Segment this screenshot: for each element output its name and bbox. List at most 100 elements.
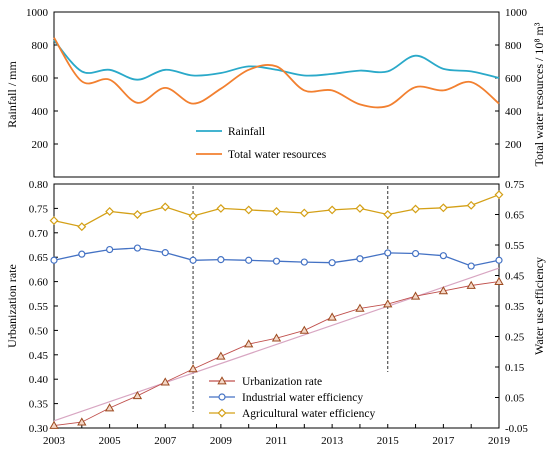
urbanization-rate-marker: [299, 325, 309, 334]
industrial-water-efficiency-marker: [300, 258, 308, 266]
agricultural-water-efficiency-marker: [132, 210, 142, 219]
industrial-water-efficiency-marker: [467, 262, 475, 270]
industrial-water-efficiency-marker: [161, 249, 169, 257]
agricultural-water-efficiency-marker: [188, 211, 198, 221]
bottom-left-tick-label: 0.70: [29, 228, 49, 240]
bottom-left-tick-label: 0.45: [29, 350, 49, 362]
bottom-right-tick-label: 0.15: [505, 362, 525, 374]
bottom-left-tick-label: 0.30: [29, 423, 49, 435]
top-left-tick-label: 600: [32, 73, 49, 85]
bottom-right-tick-label: 0.75: [505, 179, 525, 191]
x-tick-label: 2003: [43, 435, 66, 447]
legend-marker-shape: [217, 376, 227, 385]
top-right-axis-title: Total water resources / 10⁸ m³: [532, 22, 546, 166]
bottom-right-tick-label: -0.05: [505, 423, 528, 435]
bottom-left-tick-label: 0.65: [29, 252, 49, 264]
legend-rainfall-label: Rainfall: [228, 126, 265, 138]
agricultural-water-efficiency-marker: [299, 208, 309, 218]
urbanization-rate-marker: [77, 417, 87, 426]
bottom-legend: Urbanization rate Industrial water effic…: [205, 372, 393, 422]
industrial-water-efficiency-marker: [328, 259, 336, 267]
top-right-tick-label: 800: [505, 40, 522, 52]
agricultural-water-efficiency-marker: [272, 207, 281, 216]
top-left-tick-label: 200: [32, 139, 49, 151]
bottom-left-tick-label: 0.50: [29, 325, 49, 337]
top-left-tick-label: 800: [32, 40, 49, 52]
urbanization-rate-marker: [355, 303, 365, 312]
vertical-reference-lines: [192, 186, 389, 412]
legend-marker-shape: [218, 393, 226, 401]
industrial-water-efficiency-marker: [106, 245, 114, 254]
agricultural-water-efficiency-marker: [466, 200, 476, 210]
top-panel-series: [53, 37, 500, 109]
bottom-right-tick-label: 0.35: [505, 301, 525, 313]
bottom-panel-ticks: 0.30 0.35 0.40 0.45 0.50 0.55 0.60 0.65 0.70 0.75…: [29, 179, 529, 447]
bottom-right-tick-label: 0.65: [505, 210, 525, 222]
urbanization-rate-marker: [188, 364, 198, 373]
agricultural-water-efficiency-marker: [49, 216, 59, 226]
industrial-water-efficiency-marker: [384, 249, 392, 257]
industrial-water-efficiency-marker: [50, 256, 58, 264]
agricultural-water-efficiency-marker: [383, 210, 393, 219]
x-tick-label: 2005: [99, 435, 122, 447]
top-panel-ticks: 200 400 600 800 1000 200 400 600 800 1000: [26, 7, 528, 151]
bottom-right-axis-title: Water use efficiency: [532, 257, 546, 355]
agricultural-water-efficiency-marker: [494, 190, 504, 200]
bottom-left-tick-label: 0.55: [29, 301, 49, 313]
urbanization-rate-marker: [160, 377, 170, 386]
bottom-right-tick-label: 0.25: [505, 332, 525, 344]
top-right-tick-label: 400: [505, 106, 522, 118]
urbanization-rate-marker: [49, 420, 59, 429]
top-left-tick-label: 400: [32, 106, 49, 118]
industrial-water-efficiency-marker: [217, 256, 225, 264]
industrial-water-efficiency-marker: [133, 244, 142, 252]
industrial-water-efficiency-marker: [78, 250, 86, 258]
bottom-right-tick-label: 0.45: [505, 271, 525, 283]
x-tick-label: 2009: [210, 435, 233, 447]
agricultural-water-efficiency-marker: [327, 205, 337, 215]
legend-marker-shape: [217, 408, 227, 418]
top-left-axis-title: Rainfall / mm: [5, 61, 19, 128]
agricultural-water-efficiency-marker: [160, 202, 170, 212]
bottom-right-tick-label: 0.05: [505, 393, 525, 405]
urbanization-rate-marker: [438, 286, 449, 295]
bottom-left-tick-label: 0.40: [29, 374, 49, 386]
agricultural-water-efficiency-marker: [105, 207, 115, 216]
bottom-left-axis-title: Urbanization rate: [5, 264, 19, 348]
bottom-legend-background: [205, 372, 393, 422]
industrial-water-efficiency-marker: [272, 257, 281, 265]
bottom-left-tick-label: 0.80: [29, 179, 49, 191]
agricultural-water-efficiency-marker: [77, 222, 87, 232]
urbanization-rate-marker: [466, 280, 476, 289]
legend-agricultural-marker: [217, 408, 227, 418]
top-panel-frame: [53, 11, 500, 178]
urbanization-rate-marker: [132, 390, 143, 400]
industrial-water-efficiency-marker: [189, 256, 197, 264]
industrial-water-efficiency-marker: [495, 256, 503, 264]
industrial-water-efficiency-marker: [245, 256, 253, 264]
legend-industrial-marker: [218, 393, 226, 401]
x-tick-label: 2013: [321, 435, 344, 447]
agricultural-water-efficiency-marker: [438, 203, 448, 213]
agricultural-water-efficiency-marker: [244, 205, 254, 215]
x-tick-label: 2011: [266, 435, 288, 447]
top-right-tick-label: 600: [505, 73, 522, 85]
x-tick-label: 2007: [154, 435, 177, 447]
bottom-left-tick-label: 0.35: [29, 399, 49, 411]
top-right-tick-label: 200: [505, 139, 522, 151]
industrial-water-efficiency-marker: [356, 255, 364, 263]
bottom-left-tick-label: 0.60: [29, 277, 49, 289]
urbanization-rate-marker: [410, 291, 421, 300]
agricultural-water-efficiency-marker: [216, 203, 226, 213]
urbanization-rate-marker: [494, 276, 504, 285]
urbanization-rate-marker: [104, 403, 115, 412]
legend-agricultural-label: Agricultural water efficiency: [242, 408, 375, 420]
urbanization-rate-marker: [327, 312, 337, 321]
total-water-resources-line: [53, 37, 500, 109]
top-legend: Rainfall Total water resources: [196, 126, 327, 161]
agricultural-water-efficiency-marker: [411, 204, 421, 214]
industrial-water-efficiency-marker: [439, 252, 447, 260]
urbanization-rate-marker: [216, 351, 226, 360]
